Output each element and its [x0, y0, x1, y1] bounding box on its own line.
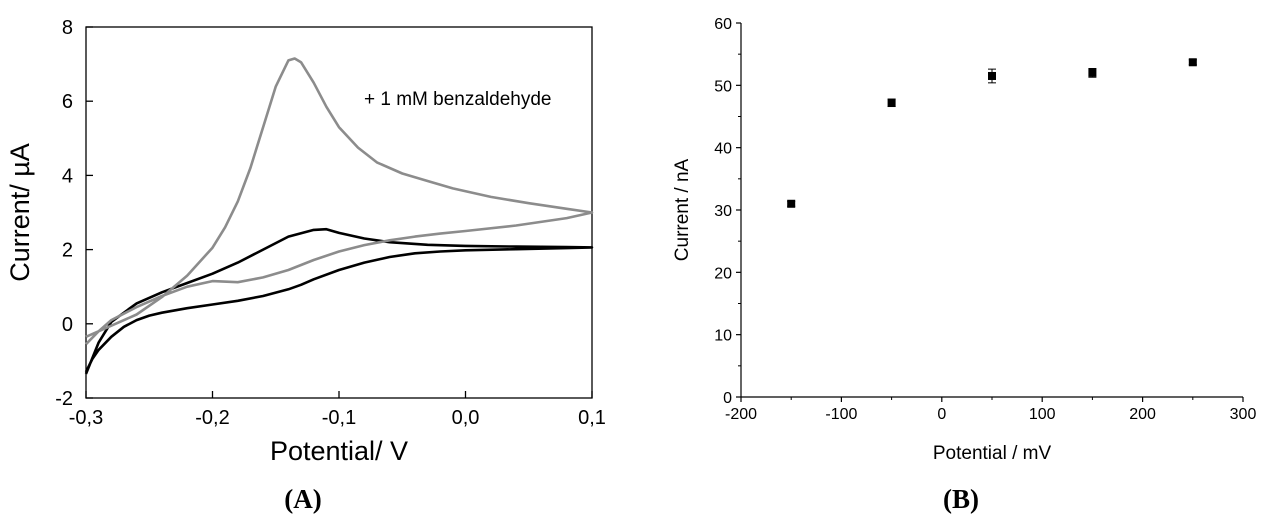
y-tick-label-a: 4	[62, 165, 73, 187]
voltammogram-line-2	[85, 57, 594, 346]
plot-frame-a	[85, 26, 593, 399]
y-tick-label-b: 10	[714, 328, 732, 345]
data-point	[787, 199, 796, 208]
x-tick-label-a: 0,1	[578, 407, 606, 429]
y-tick-label-b: 50	[714, 78, 732, 95]
x-tick-label-b: 200	[1129, 406, 1156, 423]
x-axis-title-a: Potential/ V	[270, 436, 408, 466]
x-tick-label-a: 0,0	[452, 407, 480, 429]
panel-label-a: (A)	[284, 484, 321, 514]
x-tick-label-a: -0,1	[322, 407, 356, 429]
x-tick-label-b: 0	[937, 406, 946, 423]
x-tick-label-b: -100	[825, 406, 857, 423]
panel-label-b: (B)	[943, 484, 979, 514]
y-tick-label-a: 8	[62, 17, 73, 39]
voltammogram-line-1	[84, 227, 594, 375]
y-tick-label-b: 40	[714, 141, 732, 158]
y-tick-label-b: 20	[714, 265, 732, 282]
data-point	[887, 98, 896, 107]
y-tick-label-b: 0	[723, 390, 732, 407]
y-tick-label-a: 0	[62, 314, 73, 336]
x-tick-label-b: 100	[1029, 406, 1056, 423]
x-axis-title-b: Potential / mV	[933, 443, 1052, 464]
data-point	[1188, 58, 1197, 67]
y-tick-label-a: -2	[55, 388, 73, 410]
chart-b: -200 -100 0 100 200 300 0 10 20 30 40 50 60 Potential…	[672, 16, 1256, 464]
x-tick-label-a: -0,2	[195, 407, 229, 429]
annotation-benzaldehyde: + 1 mM benzaldehyde	[364, 89, 551, 110]
data-point	[1088, 68, 1097, 77]
x-tick-label-b: -200	[725, 406, 757, 423]
y-tick-label-a: 2	[62, 240, 73, 262]
x-tick-label-a: -0,3	[69, 407, 103, 429]
chart-a: -0,3 -0,2 -0,1 0,0 0,1 -2 0 2 4 6 8 Potential/ V Cur…	[5, 17, 606, 466]
y-tick-label-a: 6	[62, 91, 73, 113]
x-tick-label-b: 300	[1230, 406, 1257, 423]
y-axis-title-b: Current / nA	[672, 158, 693, 261]
y-tick-label-b: 60	[714, 16, 732, 33]
y-axis-title-a: Current/ µA	[5, 143, 35, 282]
data-point	[988, 71, 996, 80]
y-tick-label-b: 30	[714, 203, 732, 220]
